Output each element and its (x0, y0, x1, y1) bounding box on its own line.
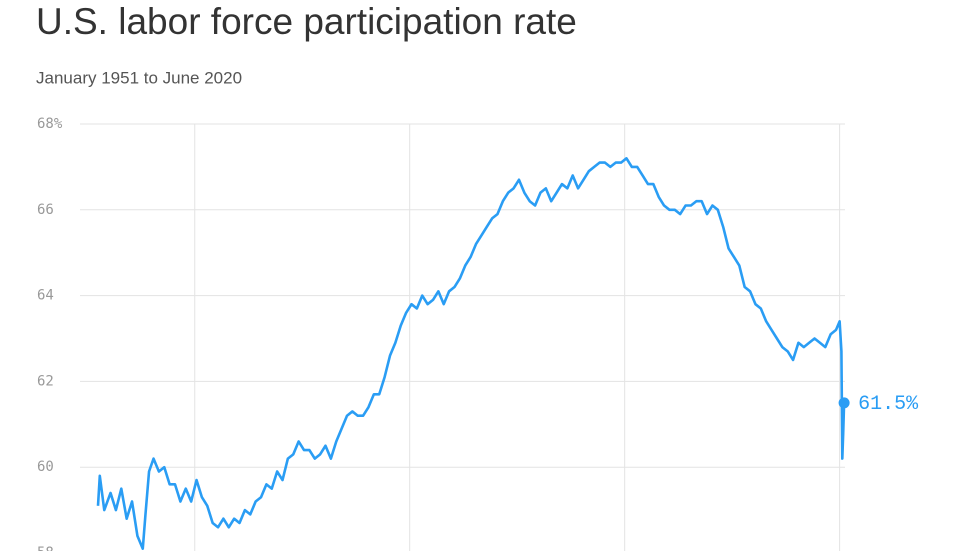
y-tick-label: 60 (37, 459, 54, 475)
last-point (838, 397, 850, 409)
y-tick-label: 58 (37, 545, 54, 551)
data-line (96, 157, 846, 551)
y-tick-label: 66 (37, 202, 54, 218)
chart-title: U.S. labor force participation rate (36, 1, 577, 42)
value-annotation: 61.5% (858, 393, 919, 416)
y-tick-label: 64 (37, 288, 54, 304)
y-tick-label: 68% (37, 116, 63, 132)
y-tick-label: 62 (37, 373, 54, 389)
chart-subtitle: January 1951 to June 2020 (36, 68, 242, 87)
